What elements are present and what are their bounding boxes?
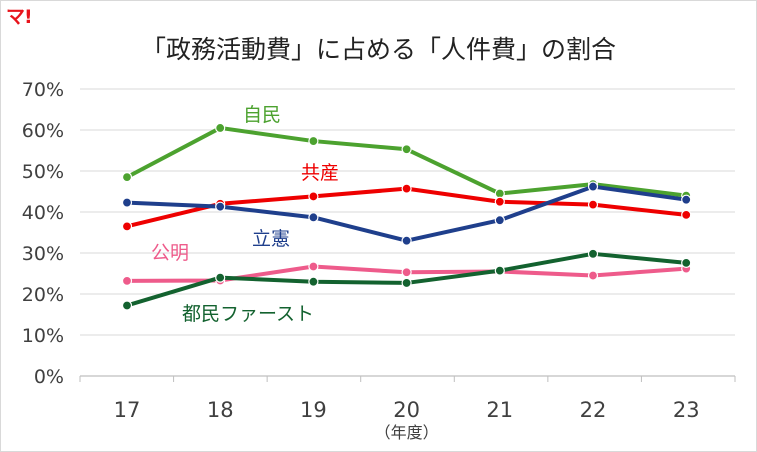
data-point <box>681 194 692 205</box>
data-point <box>308 212 319 223</box>
y-tick-label: 10% <box>22 325 64 347</box>
series-label: 立憲 <box>252 228 290 250</box>
data-point <box>308 135 319 147</box>
x-axis-label: （年度） <box>375 423 439 442</box>
y-tick-label: 20% <box>22 284 64 306</box>
data-point <box>121 172 133 183</box>
y-tick-label: 30% <box>22 243 64 265</box>
chart-title: 「政務活動費」に占める「人件費」の割合 <box>140 35 616 64</box>
data-point <box>308 276 319 287</box>
y-tick-label: 0% <box>34 366 64 388</box>
x-tick-label: 23 <box>673 398 700 422</box>
data-point <box>587 270 599 281</box>
series-label: 自民 <box>243 104 281 126</box>
data-point <box>401 144 412 155</box>
data-point <box>401 277 412 289</box>
x-axis: 17 18 19 20 21 22 23 <box>79 375 736 422</box>
x-tick-label: 18 <box>207 398 234 422</box>
data-point <box>121 300 133 311</box>
x-tick-label: 17 <box>114 398 141 422</box>
data-point <box>681 209 692 220</box>
data-point <box>121 197 133 208</box>
data-point <box>401 183 412 194</box>
series-label: 都民ファースト <box>182 303 314 325</box>
data-point <box>681 257 692 268</box>
y-axis-ticks: 0% 10% 20% 30% 40% 50% 60% 70% <box>22 79 64 388</box>
data-point <box>215 201 226 212</box>
x-tick-label: 21 <box>486 398 513 422</box>
series-label: 共産 <box>301 162 339 184</box>
x-tick-label: 19 <box>300 398 327 422</box>
data-point <box>215 122 226 134</box>
data-point <box>121 221 133 232</box>
gridlines <box>80 88 735 336</box>
data-point <box>215 272 226 283</box>
data-point <box>121 275 133 286</box>
data-point <box>587 248 599 259</box>
series-label: 公明 <box>151 242 189 264</box>
y-tick-label: 40% <box>22 202 64 224</box>
data-point <box>587 181 599 192</box>
data-point <box>401 235 412 246</box>
data-point <box>308 261 319 272</box>
y-tick-label: 50% <box>22 161 64 183</box>
brand-logo: マ! <box>6 6 33 28</box>
x-tick-label: 22 <box>580 398 607 422</box>
data-point <box>587 199 599 210</box>
series-line-2 <box>125 184 689 243</box>
series-lines <box>121 122 692 311</box>
data-point <box>494 265 505 276</box>
data-point <box>401 267 412 278</box>
data-point <box>494 215 505 226</box>
data-point <box>308 191 319 202</box>
y-tick-label: 70% <box>22 79 64 101</box>
data-point <box>494 196 505 207</box>
x-tick-label: 20 <box>393 398 420 422</box>
y-tick-label: 60% <box>22 120 64 142</box>
